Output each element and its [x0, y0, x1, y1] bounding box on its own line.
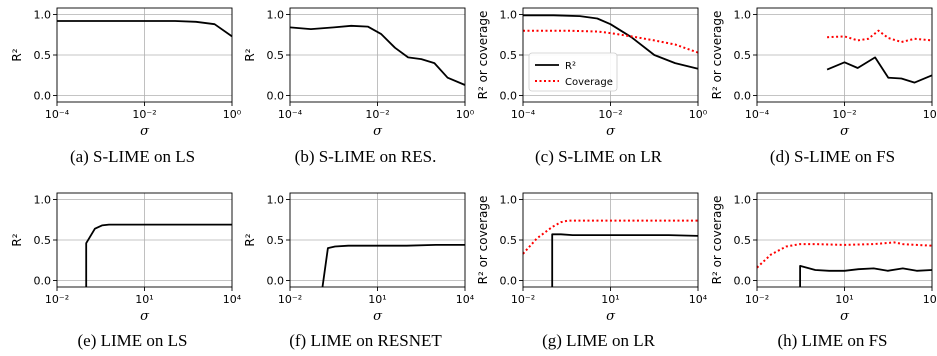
r2-line [799, 264, 933, 287]
subplot-1: 10⁻⁴ 10⁻² 10⁰ 0.0 0.5 1.0 R² σ (a) S-LIME on LS [10, 7, 242, 166]
x-tick-label: 10⁻⁴ [745, 108, 770, 121]
x-axis-label: σ [140, 124, 150, 139]
y-tick-label: 0.0 [267, 90, 285, 103]
subplot-3: 10⁻⁴ 10⁻² 10⁰ 0.0 0.5 1.0 R² or coverage σ (c) S… [476, 7, 708, 166]
x-axis-label: σ [606, 309, 616, 324]
y-axis-label: R² [243, 233, 257, 246]
x-tick-label: 10⁻² [132, 108, 156, 121]
x-tick-label: 10⁻² [832, 108, 856, 121]
y-tick-label: 1.0 [734, 8, 752, 21]
y-tick-label: 1.0 [267, 193, 285, 206]
subplot-caption: (a) S-LIME on LS [70, 147, 195, 166]
r2-line [289, 24, 466, 86]
x-tick-label: 10⁴ [689, 293, 708, 306]
y-axis-label: R² or coverage [710, 11, 724, 100]
r2-line [523, 14, 699, 70]
x-tick-label: 10⁻⁴ [278, 108, 303, 121]
y-tick-label: 1.0 [34, 193, 52, 206]
subplot-7: 10⁻² 10¹ 10⁴ 0.0 0.5 1.0 R² or coverage σ (g) LI… [476, 192, 708, 350]
y-tick-label: 0.0 [34, 275, 52, 288]
y-axis-label: R² or coverage [476, 11, 490, 100]
legend: R² Coverage [528, 52, 618, 92]
x-axis-label: σ [606, 124, 616, 139]
subplot-caption: (d) S-LIME on FS [770, 147, 895, 166]
x-tick-label: 10⁻² [365, 108, 389, 121]
x-tick-label: 10⁻² [278, 293, 302, 306]
coverage-line [522, 219, 698, 255]
y-tick-label: 1.0 [734, 193, 752, 206]
y-tick-label: 0.5 [500, 49, 518, 62]
x-axis-label: σ [840, 309, 850, 324]
y-tick-label: 1.0 [267, 8, 285, 21]
coverage-line [827, 29, 933, 43]
x-axis-label: σ [840, 124, 850, 139]
x-tick-label: 10⁴ [223, 293, 242, 306]
subplot-2: 10⁻⁴ 10⁻² 10⁰ 0.0 0.5 1.0 R² σ (b) S-LIME on RES… [243, 7, 475, 166]
y-tick-label: 0.5 [34, 234, 52, 247]
y-axis-label: R² or coverage [710, 196, 724, 285]
legend-label: Coverage [565, 77, 613, 88]
x-tick-label: 10⁰ [456, 108, 475, 121]
legend-box [528, 52, 618, 92]
subplot-caption: (b) S-LIME on RES. [295, 147, 437, 166]
y-tick-label: 0.0 [734, 275, 752, 288]
y-tick-label: 0.5 [34, 49, 52, 62]
y-tick-label: 0.0 [500, 90, 518, 103]
x-tick-label: 10⁻² [511, 293, 535, 306]
subplot-caption: (h) LIME on FS [777, 331, 887, 350]
subplot-caption: (f) LIME on RESNET [289, 331, 442, 350]
x-tick-label: 10⁻⁴ [511, 108, 536, 121]
x-tick-label: 10⁴ [923, 293, 937, 306]
y-tick-label: 0.5 [267, 49, 285, 62]
x-axis-label: σ [373, 124, 383, 139]
x-tick-label: 10⁴ [456, 293, 475, 306]
x-tick-label: 10⁰ [689, 108, 708, 121]
r2-line [826, 56, 933, 84]
y-axis-label: R² [10, 233, 24, 246]
x-tick-label: 10¹ [601, 293, 619, 306]
r2-line [57, 20, 233, 38]
x-axis-label: σ [140, 309, 150, 324]
r2-line [85, 223, 232, 287]
x-tick-label: 10⁻² [45, 293, 69, 306]
subplot-8: 10⁻² 10¹ 10⁴ 0.0 0.5 1.0 R² or coverage σ (h) LI… [710, 192, 937, 350]
y-tick-label: 0.5 [500, 234, 518, 247]
coverage-line [523, 29, 699, 54]
r2-line [321, 243, 465, 288]
subplot-5: 10⁻² 10¹ 10⁴ 0.0 0.5 1.0 R² σ (e) LIME on LS [10, 192, 242, 350]
y-tick-label: 0.5 [734, 234, 752, 247]
x-tick-label: 10¹ [835, 293, 853, 306]
y-tick-label: 0.0 [267, 275, 285, 288]
x-axis-label: σ [373, 309, 383, 324]
y-tick-label: 1.0 [34, 8, 52, 21]
r2-line [551, 233, 699, 287]
y-tick-label: 1.0 [500, 8, 518, 21]
y-tick-label: 0.5 [267, 234, 285, 247]
x-tick-label: 10¹ [368, 293, 386, 306]
x-tick-label: 10⁻² [745, 293, 769, 306]
y-tick-label: 0.0 [500, 275, 518, 288]
subplot-caption: (c) S-LIME on LR [535, 147, 663, 166]
subplot-caption: (e) LIME on LS [77, 331, 187, 350]
x-tick-label: 10⁻² [598, 108, 622, 121]
subplot-caption: (g) LIME on LR [542, 331, 656, 350]
coverage-line [756, 241, 933, 269]
y-axis-label: R² [243, 48, 257, 61]
y-tick-label: 0.0 [734, 90, 752, 103]
x-tick-label: 10⁰ [923, 108, 937, 121]
y-tick-label: 0.5 [734, 49, 752, 62]
x-tick-label: 10⁻⁴ [45, 108, 70, 121]
subplot-4: 10⁻⁴ 10⁻² 10⁰ 0.0 0.5 1.0 R² or coverage σ (d) S… [710, 7, 937, 166]
y-tick-label: 0.0 [34, 90, 52, 103]
y-axis-label: R² [10, 48, 24, 61]
x-tick-label: 10⁰ [223, 108, 242, 121]
legend-label: R² [565, 61, 576, 72]
x-tick-label: 10¹ [135, 293, 153, 306]
subplot-6: 10⁻² 10¹ 10⁴ 0.0 0.5 1.0 R² σ (f) LIME on RESNET [243, 192, 475, 350]
y-tick-label: 1.0 [500, 193, 518, 206]
y-axis-label: R² or coverage [476, 196, 490, 285]
